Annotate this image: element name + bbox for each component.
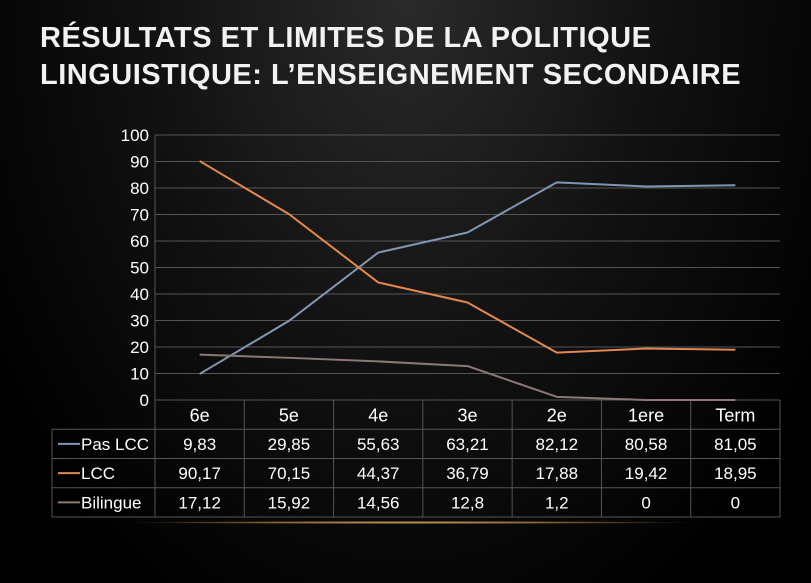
data-label-pas-lcc-Term: 81,05 — [714, 435, 757, 454]
series-line-lcc — [199, 160, 736, 354]
x-tick-label-Term: Term — [715, 406, 755, 426]
data-label-bilingue-2e: 1,2 — [545, 493, 569, 512]
data-label-lcc-2e: 17,88 — [536, 464, 579, 483]
y-tick-label-100: 100 — [121, 126, 149, 145]
y-tick-label-40: 40 — [130, 285, 149, 304]
y-tick-label-80: 80 — [130, 179, 149, 198]
data-label-pas-lcc-6e: 9,83 — [183, 435, 216, 454]
y-tick-label-20: 20 — [130, 338, 149, 357]
y-tick-label-50: 50 — [130, 259, 149, 278]
legend-label-lcc: LCC — [81, 464, 115, 483]
x-tick-label-6e: 6e — [190, 406, 210, 426]
series-line-pas-lcc — [199, 181, 736, 375]
y-tick-label-10: 10 — [130, 365, 149, 384]
x-tick-label-1ere: 1ere — [628, 406, 664, 426]
data-label-bilingue-Term: 0 — [731, 493, 740, 512]
series-line-bilingue — [199, 353, 736, 401]
x-tick-label-3e: 3e — [457, 406, 477, 426]
y-tick-label-30: 30 — [130, 312, 149, 331]
slide-title-line-1: RÉSULTATS ET LIMITES DE LA POLITIQUE — [40, 22, 652, 54]
x-tick-label-5e: 5e — [279, 406, 299, 426]
data-label-lcc-5e: 70,15 — [268, 464, 311, 483]
data-label-lcc-4e: 44,37 — [357, 464, 400, 483]
data-label-pas-lcc-5e: 29,85 — [268, 435, 311, 454]
data-label-bilingue-4e: 14,56 — [357, 493, 400, 512]
data-label-pas-lcc-1ere: 80,58 — [625, 435, 668, 454]
data-label-lcc-Term: 18,95 — [714, 464, 757, 483]
x-tick-label-4e: 4e — [368, 406, 388, 426]
data-label-bilingue-3e: 12,8 — [451, 493, 484, 512]
y-tick-label-70: 70 — [130, 206, 149, 225]
slide-title: RÉSULTATS ET LIMITES DE LA POLITIQUE LIN… — [40, 20, 800, 94]
data-label-bilingue-5e: 15,92 — [268, 493, 311, 512]
data-label-lcc-1ere: 19,42 — [625, 464, 668, 483]
data-label-pas-lcc-4e: 55,63 — [357, 435, 400, 454]
legend-label-bilingue: Bilingue — [81, 493, 142, 512]
y-tick-label-90: 90 — [130, 153, 149, 172]
data-label-lcc-6e: 90,17 — [178, 464, 221, 483]
legend-label-pas-lcc: Pas LCC — [81, 435, 149, 454]
y-tick-label-0: 0 — [140, 391, 149, 410]
data-label-pas-lcc-3e: 63,21 — [446, 435, 489, 454]
x-tick-label-2e: 2e — [547, 406, 567, 426]
data-label-bilingue-1ere: 0 — [641, 493, 650, 512]
data-label-pas-lcc-2e: 82,12 — [536, 435, 579, 454]
decorative-glow-line — [130, 521, 690, 524]
data-label-lcc-3e: 36,79 — [446, 464, 489, 483]
slide-title-line-2: LINGUISTIQUE: L’ENSEIGNEMENT SECONDAIRE — [40, 59, 742, 91]
y-tick-label-60: 60 — [130, 232, 149, 251]
data-label-bilingue-6e: 17,12 — [178, 493, 221, 512]
